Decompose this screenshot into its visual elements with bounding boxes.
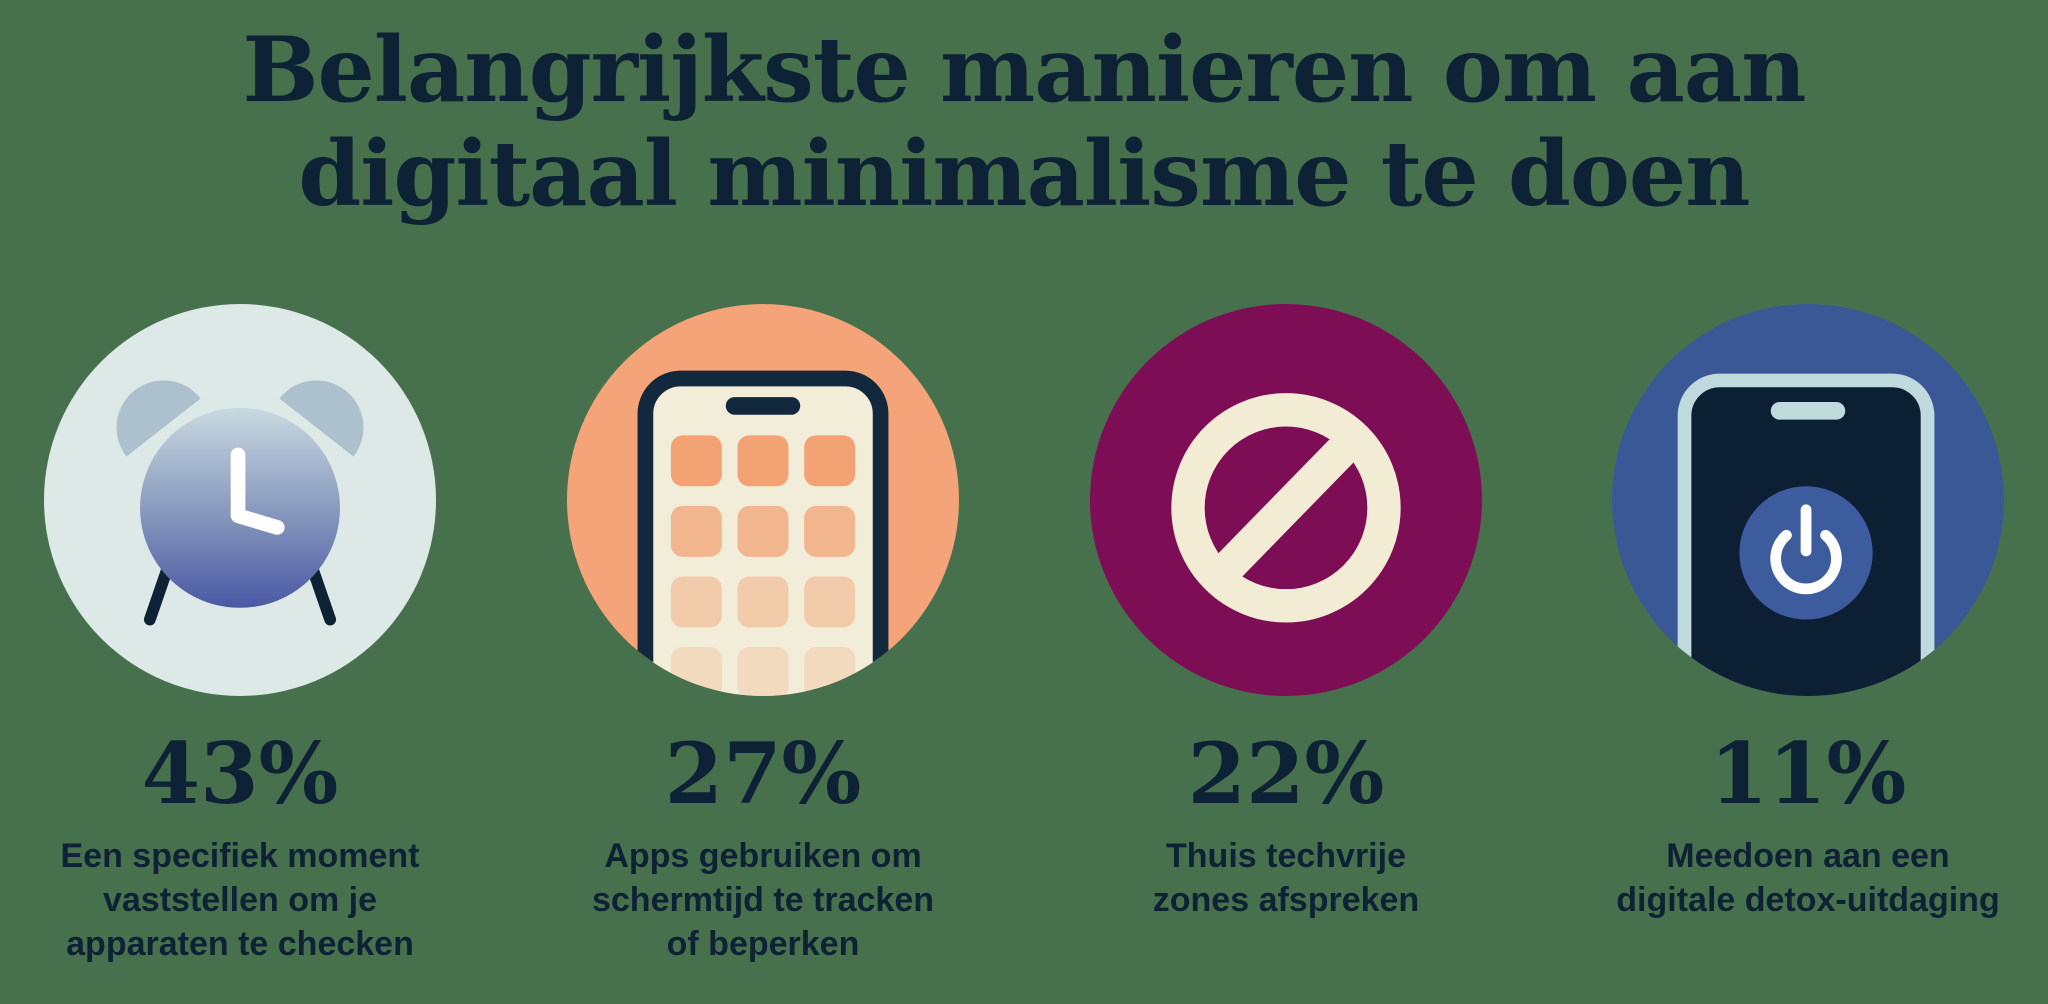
phone-notch xyxy=(1770,402,1846,420)
prohibition-slash xyxy=(1195,415,1377,600)
app-grid xyxy=(670,435,856,696)
stat-caption: Meedoen aan een digitale detox-uitdaging xyxy=(1616,837,2000,920)
phone-notch xyxy=(725,397,801,415)
alarm-bells xyxy=(116,380,364,457)
stat-percent: 11% xyxy=(1709,724,1907,823)
prohibition-ring xyxy=(1171,393,1401,623)
phone-power-icon xyxy=(1612,304,2004,696)
stat-percent: 43% xyxy=(141,724,339,823)
stat-caption: Apps gebruiken om schermtijd te tracken … xyxy=(591,837,935,964)
stat-card-check-moment: 43% Een specifiek moment vaststellen om … xyxy=(0,304,480,967)
clock-hands xyxy=(230,447,285,535)
prohibition-icon xyxy=(1090,304,1482,696)
power-symbol xyxy=(1770,504,1842,595)
stat-percent: 22% xyxy=(1187,724,1385,823)
stat-card-techfree-zones: 22% Thuis techvrije zones afspreken xyxy=(1046,304,1526,922)
stat-caption: Een specifiek moment vaststellen om je a… xyxy=(60,837,420,964)
stat-card-detox-challenge: 11% Meedoen aan een digitale detox-uitda… xyxy=(1568,304,2048,922)
phone-apps-icon xyxy=(567,304,959,696)
stat-card-screen-time-apps: 27% Apps gebruiken om schermtijd te trac… xyxy=(523,304,1003,967)
page-title: Belangrijkste manieren om aan digitaal m… xyxy=(0,18,2048,227)
page-title-line-2: digitaal minimalisme te doen xyxy=(298,121,1750,228)
page-title-line-1: Belangrijkste manieren om aan xyxy=(242,17,1806,123)
alarm-clock-icon xyxy=(44,304,436,696)
stat-percent: 27% xyxy=(664,724,862,823)
stat-caption: Thuis techvrije zones afspreken xyxy=(1152,837,1420,920)
